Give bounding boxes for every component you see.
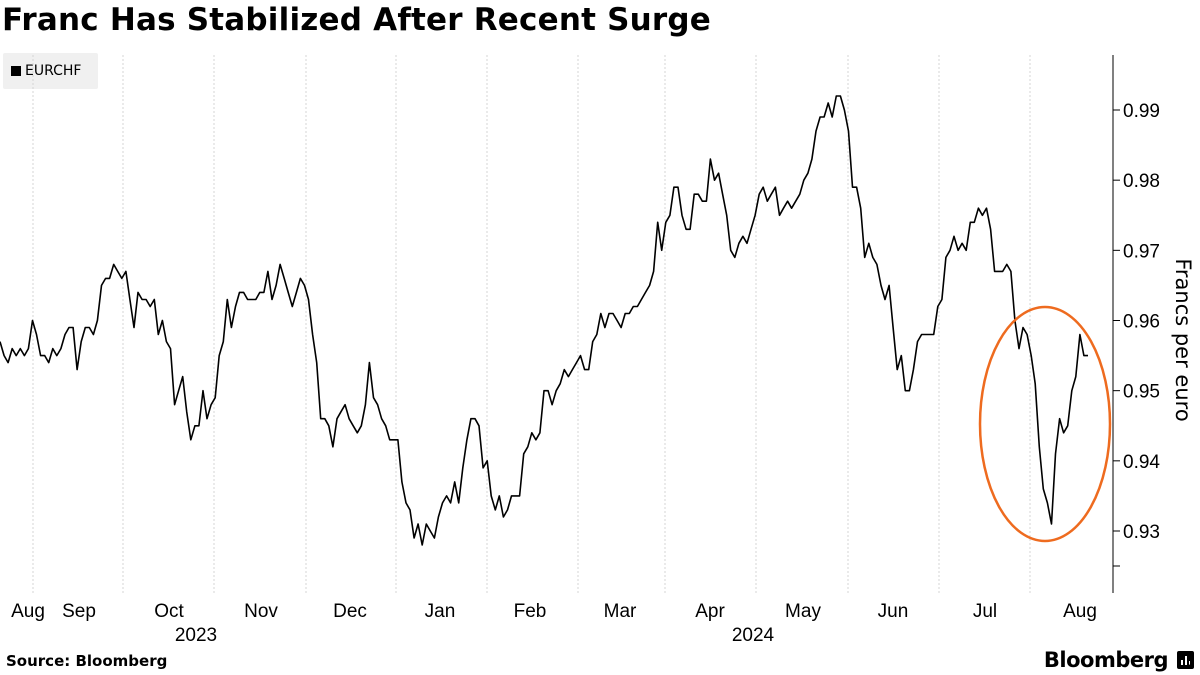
y-axis-label: Francs per euro — [1171, 258, 1195, 421]
x-tick-label: Jul — [973, 601, 997, 622]
y-tick-label: 0.94 — [1123, 452, 1160, 473]
year-label: 2024 — [732, 625, 775, 646]
x-tick-label: Aug — [1063, 601, 1097, 622]
x-tick-label: Mar — [604, 601, 637, 622]
x-tick-label: Jan — [425, 601, 456, 622]
y-tick-label: 0.93 — [1123, 522, 1160, 543]
y-tick-label: 0.96 — [1123, 312, 1160, 333]
highlight-circle — [978, 305, 1112, 543]
x-tick-label: Oct — [154, 601, 184, 622]
x-tick-label: Apr — [695, 601, 725, 622]
y-tick-label: 0.99 — [1123, 101, 1160, 122]
bloomberg-chart-icon — [1177, 651, 1194, 669]
y-tick-label: 0.97 — [1123, 241, 1160, 262]
y-axis-ticks: 0.93 0.94 0.95 0.96 0.97 0.98 0.99 — [1113, 101, 1160, 567]
x-tick-label: Dec — [333, 601, 367, 622]
x-tick-label: Sep — [62, 601, 96, 622]
x-axis-labels: Aug Sep Oct Nov Dec Jan Feb Mar Apr May Jun Jul Aug 2… — [11, 601, 1097, 646]
year-label: 2023 — [175, 625, 217, 646]
x-tick-label: Jun — [878, 601, 909, 622]
y-tick-label: 0.95 — [1123, 382, 1160, 403]
brand-logo: Bloomberg — [1043, 648, 1169, 672]
x-tick-label: Feb — [514, 601, 547, 622]
chart-title: Franc Has Stabilized After Recent Surge — [2, 2, 712, 38]
gridlines — [32, 55, 1031, 593]
x-tick-label: Nov — [244, 601, 278, 622]
series-line — [0, 95, 1088, 546]
source-note: Source: Bloomberg — [6, 652, 168, 670]
legend: EURCHF — [3, 53, 98, 89]
x-tick-label: Aug — [11, 601, 45, 622]
legend-swatch-icon — [11, 66, 21, 76]
y-tick-label: 0.98 — [1123, 171, 1160, 192]
x-tick-label: May — [785, 601, 821, 622]
legend-label: EURCHF — [25, 63, 82, 79]
